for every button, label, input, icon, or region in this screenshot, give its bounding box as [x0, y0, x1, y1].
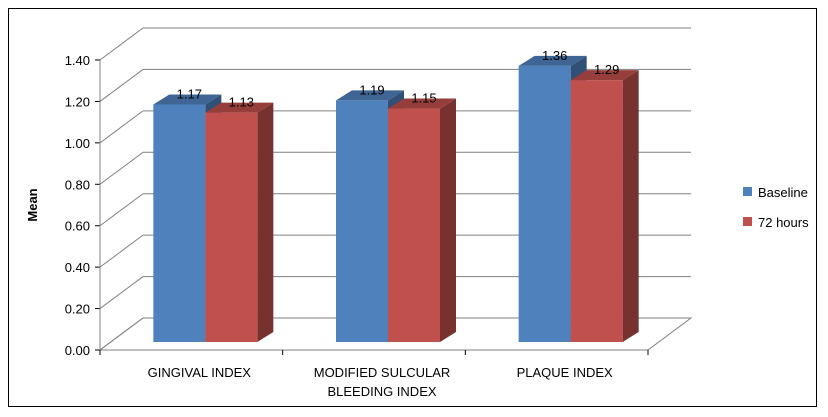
data-label: 1.36	[542, 48, 567, 63]
gridline-wall	[100, 69, 143, 101]
data-label: 1.29	[594, 62, 619, 77]
gridline-wall	[100, 28, 143, 60]
bar-front	[336, 100, 388, 342]
y-tick-label: 0.60	[65, 219, 90, 234]
x-category-label: GINGIVAL INDEX	[148, 365, 252, 380]
bar-side	[257, 103, 273, 342]
y-tick-label: 1.20	[65, 94, 90, 109]
data-label: 1.17	[177, 86, 202, 101]
gridline-wall	[100, 277, 143, 309]
y-tick-label: 0.00	[65, 343, 90, 358]
bar-front	[571, 80, 623, 342]
bar-72-hours	[205, 103, 273, 342]
y-tick-label: 0.40	[65, 260, 90, 275]
gridline-wall	[100, 194, 143, 226]
data-label: 1.15	[411, 91, 436, 106]
y-tick-label: 1.40	[65, 53, 90, 68]
legend: Baseline 72 hours	[743, 185, 809, 230]
x-category-label: PLAQUE INDEX	[517, 365, 613, 380]
legend-swatch	[743, 187, 752, 196]
gridline-wall	[100, 152, 143, 184]
gridline-wall	[100, 235, 143, 267]
bar-front	[388, 109, 440, 342]
bar-front	[205, 113, 257, 342]
bar-front	[153, 104, 205, 342]
bar-72-hours	[571, 70, 639, 342]
y-tick-label: 1.00	[65, 136, 90, 151]
legend-swatch	[743, 217, 752, 226]
legend-label: 72 hours	[758, 215, 809, 230]
x-category-label: MODIFIED SULCULAR BLEEDING INDEX	[314, 365, 451, 399]
bar-side	[623, 70, 639, 342]
y-tick-label: 0.20	[65, 302, 90, 317]
data-label: 1.13	[229, 95, 254, 110]
legend-label: Baseline	[758, 185, 808, 200]
bar-front	[519, 66, 571, 342]
gridline-wall	[100, 111, 143, 143]
data-label: 1.19	[359, 82, 384, 97]
bar-72-hours	[388, 99, 456, 342]
y-axis-title: Mean	[25, 188, 40, 221]
y-tick-label: 0.80	[65, 177, 90, 192]
bar-side	[440, 99, 456, 342]
